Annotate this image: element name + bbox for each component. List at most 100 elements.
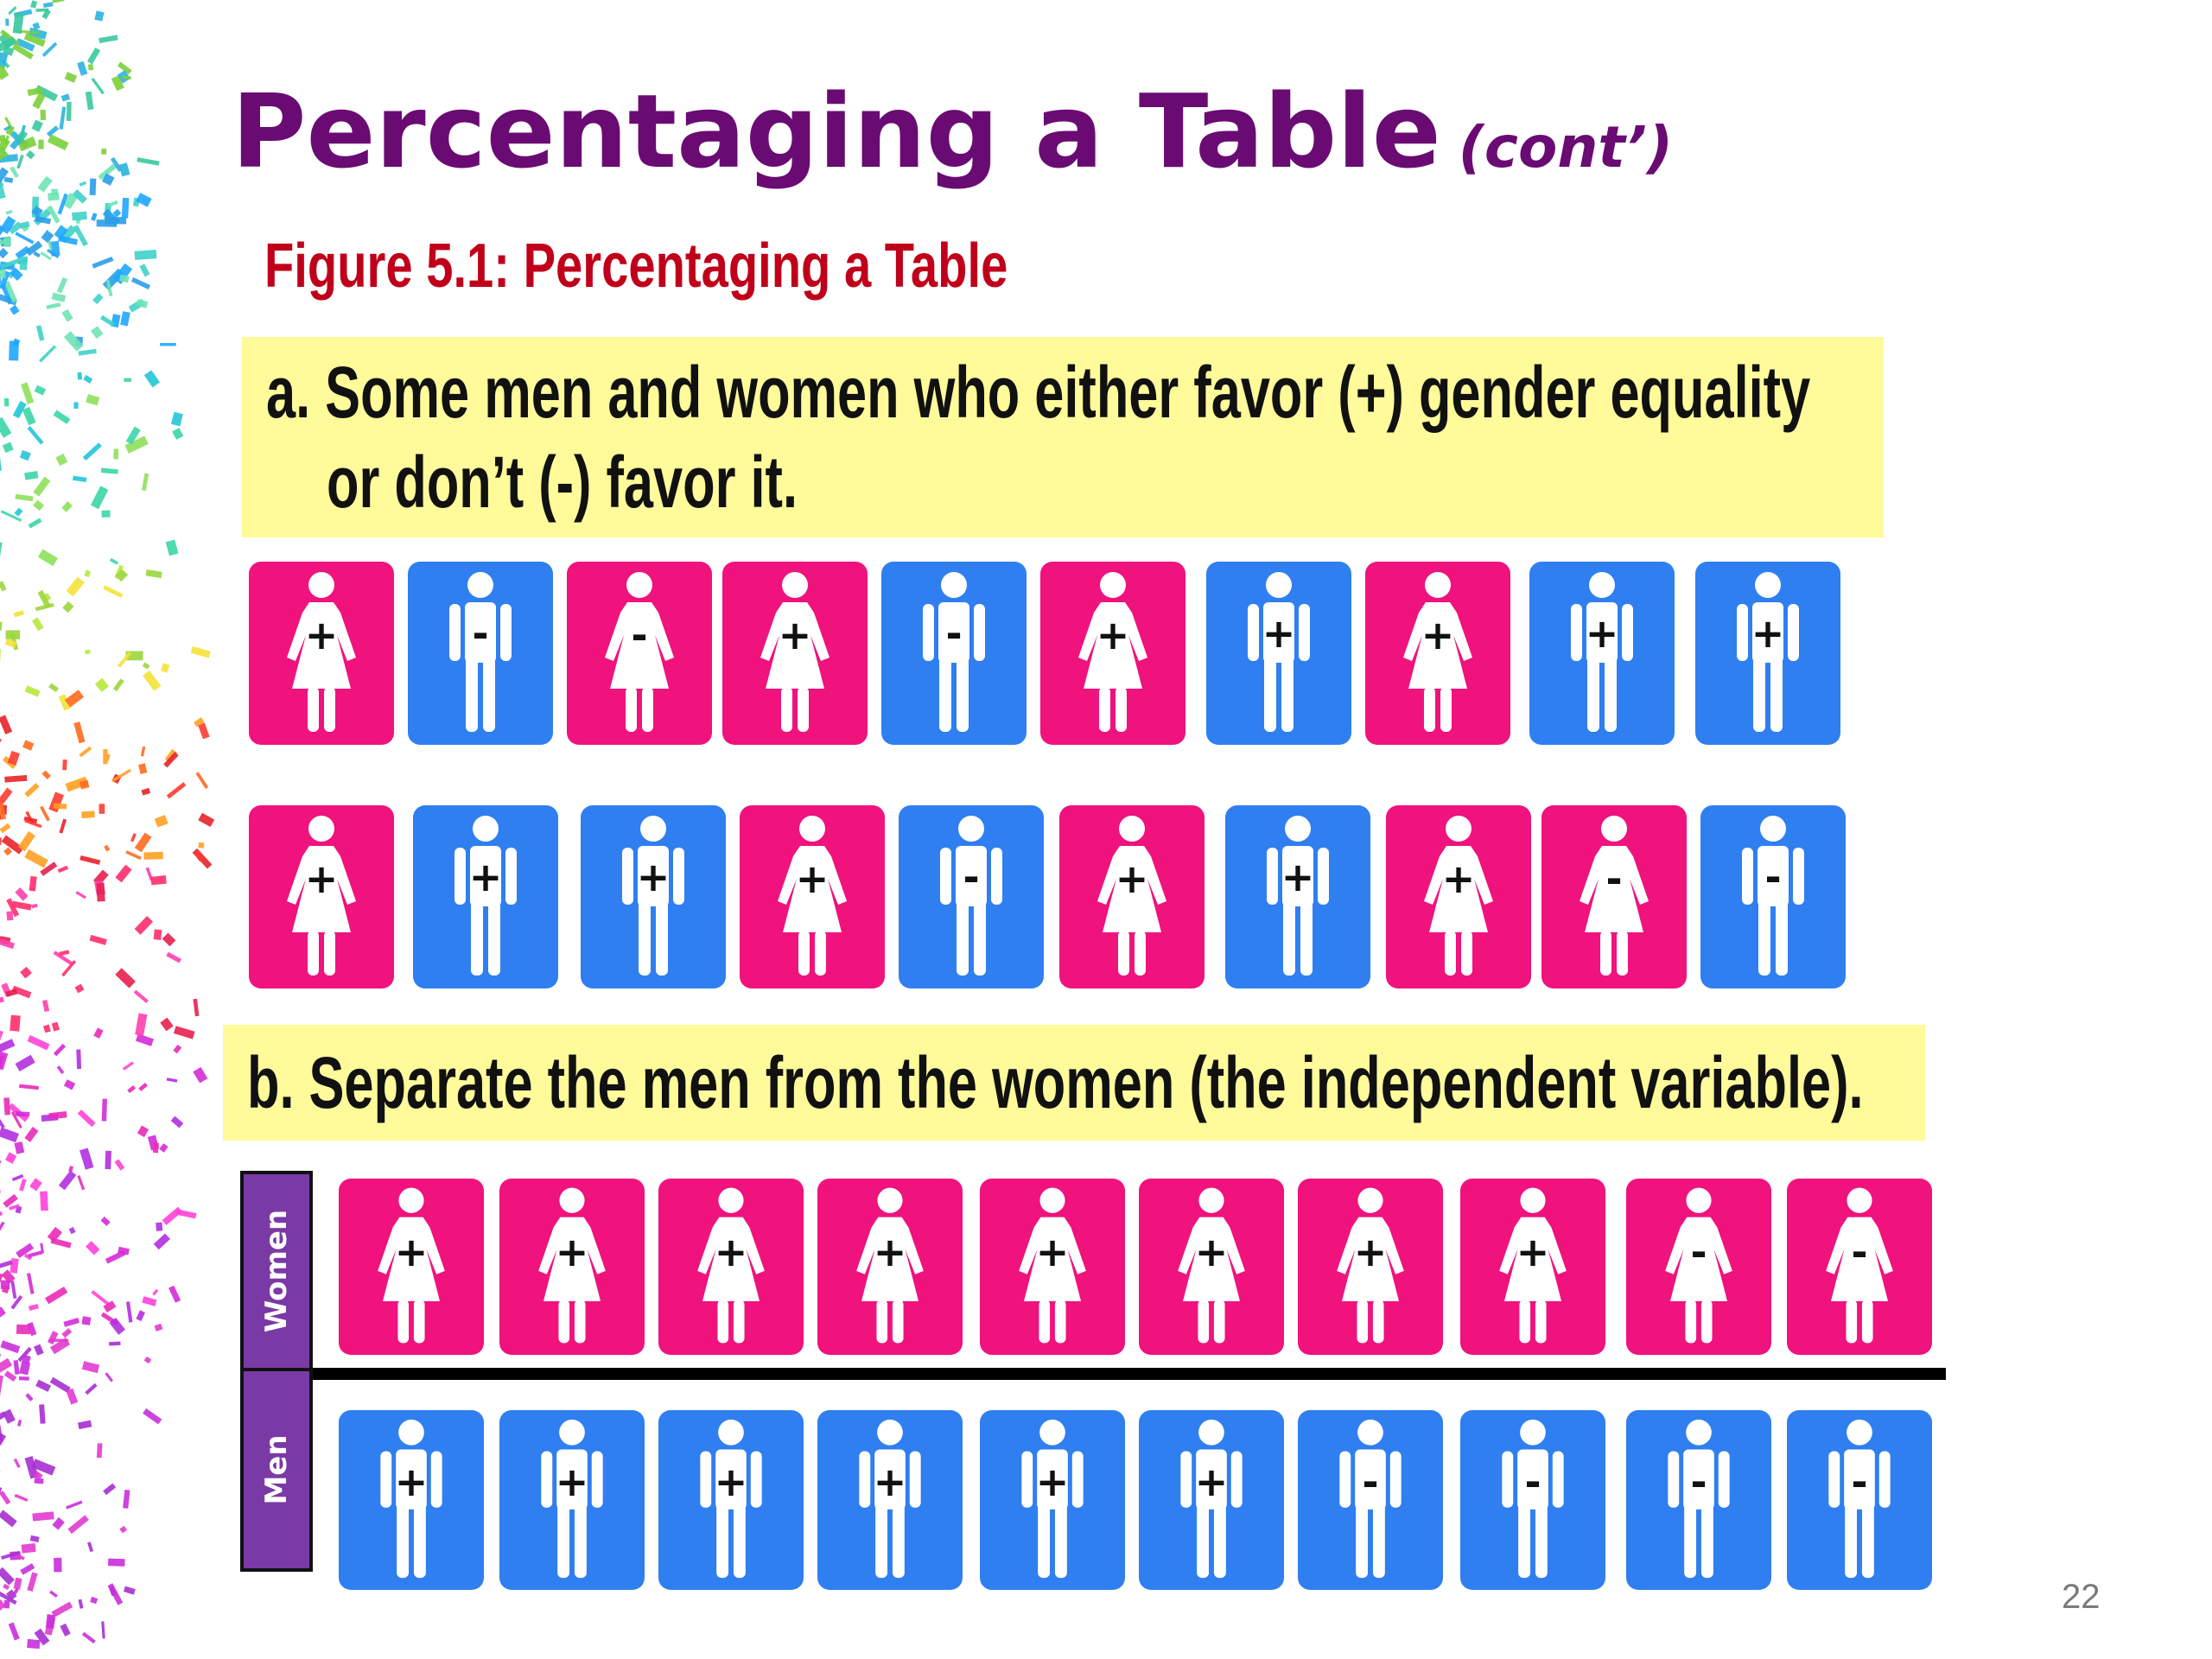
- plus-sign: +: [1421, 612, 1455, 658]
- man-icon: [1180, 1419, 1243, 1579]
- panel-a-description: a. Some men and women who either favor (…: [242, 337, 1884, 537]
- woman-icon: [1665, 1187, 1732, 1344]
- man-icon: [1021, 1419, 1084, 1579]
- man-card: -: [1787, 1410, 1932, 1590]
- man-icon: [1668, 1419, 1730, 1579]
- women-row-label: Women: [240, 1171, 313, 1371]
- minus-sign: -: [1690, 1459, 1707, 1505]
- figure-card: +: [249, 805, 394, 988]
- row-divider: [313, 1368, 1946, 1380]
- panel-b-description: b. Separate the men from the women (the …: [223, 1025, 1925, 1141]
- plus-sign: +: [555, 1229, 589, 1275]
- plus-sign: +: [1035, 1459, 1070, 1505]
- plus-sign: +: [304, 612, 339, 658]
- woman-icon: [856, 1187, 924, 1344]
- plus-sign: +: [1281, 854, 1315, 900]
- figure-card: +: [740, 805, 885, 988]
- man-icon: [1248, 572, 1310, 732]
- man-card: +: [817, 1410, 963, 1590]
- plus-sign: +: [1353, 1229, 1388, 1275]
- woman-card: +: [1460, 1179, 1605, 1355]
- plus-sign: +: [1194, 1459, 1229, 1505]
- plus-sign: +: [555, 1459, 589, 1505]
- man-icon: [700, 1419, 762, 1579]
- man-icon: [1502, 1419, 1564, 1579]
- page-number: 22: [2062, 1578, 2101, 1616]
- minus-sign: -: [1690, 1229, 1707, 1275]
- minus-sign: -: [1362, 1459, 1379, 1505]
- woman-icon: [778, 816, 847, 976]
- plus-sign: +: [1751, 610, 1785, 657]
- men-row-label: Men: [240, 1368, 313, 1572]
- confetti-decoration: [0, 0, 215, 1649]
- figure-card: +: [1059, 805, 1205, 988]
- woman-icon: [1019, 1187, 1086, 1344]
- woman-icon: [1580, 816, 1649, 976]
- plus-sign: +: [1096, 612, 1130, 658]
- figure-card: +: [1206, 562, 1351, 745]
- woman-card: +: [1298, 1179, 1443, 1355]
- plus-sign: +: [795, 855, 830, 902]
- figure-card: -: [408, 562, 553, 745]
- woman-icon: [697, 1187, 765, 1344]
- woman-icon: [287, 816, 356, 976]
- woman-icon: [287, 572, 356, 732]
- man-card: +: [658, 1410, 804, 1590]
- woman-icon: [605, 572, 674, 732]
- woman-icon: [1337, 1187, 1404, 1344]
- minus-sign: -: [1524, 1459, 1541, 1505]
- plus-sign: +: [873, 1459, 907, 1505]
- minus-sign: -: [1851, 1229, 1868, 1275]
- panel-a-line-1: a. Some men and women who either favor (…: [266, 352, 1811, 433]
- figure-card: +: [722, 562, 868, 745]
- man-icon: [923, 572, 985, 732]
- figure-card: -: [899, 805, 1044, 988]
- man-icon: [1737, 572, 1799, 732]
- slide-title: Percentaging a Table (cont’): [232, 71, 1673, 208]
- man-icon: [1267, 816, 1329, 976]
- plus-sign: +: [714, 1459, 748, 1505]
- man-icon: [380, 1419, 442, 1579]
- plus-sign: +: [714, 1229, 748, 1275]
- minus-sign: -: [945, 610, 963, 657]
- man-card: +: [1139, 1410, 1284, 1590]
- plus-sign: +: [636, 854, 671, 900]
- woman-card: +: [658, 1179, 804, 1355]
- plus-sign: +: [1035, 1229, 1070, 1275]
- man-icon: [449, 572, 512, 732]
- woman-icon: [1178, 1187, 1245, 1344]
- man-icon: [1339, 1419, 1402, 1579]
- woman-icon: [1097, 816, 1166, 976]
- woman-card: +: [980, 1179, 1125, 1355]
- man-icon: [1571, 572, 1633, 732]
- plus-sign: +: [873, 1229, 907, 1275]
- woman-card: -: [1626, 1179, 1771, 1355]
- woman-icon: [1499, 1187, 1567, 1344]
- panel-a-line-2: or don’t (-) favor it.: [327, 442, 798, 523]
- figure-card: +: [1695, 562, 1840, 745]
- woman-icon: [760, 572, 830, 732]
- man-icon: [1742, 816, 1804, 976]
- man-card: -: [1298, 1410, 1443, 1590]
- woman-card: +: [339, 1179, 484, 1355]
- man-card: +: [980, 1410, 1125, 1590]
- woman-icon: [1424, 816, 1493, 976]
- woman-card: +: [1139, 1179, 1284, 1355]
- woman-card: -: [1787, 1179, 1932, 1355]
- woman-icon: [1403, 572, 1472, 732]
- woman-card: +: [817, 1179, 963, 1355]
- man-card: +: [499, 1410, 645, 1590]
- minus-sign: -: [631, 612, 648, 658]
- plus-sign: +: [1441, 855, 1476, 902]
- figure-card: -: [1700, 805, 1846, 988]
- figure-card: +: [581, 805, 726, 988]
- man-card: -: [1460, 1410, 1605, 1590]
- minus-sign: -: [472, 610, 489, 657]
- man-icon: [454, 816, 517, 976]
- panel-b-text: b. Separate the men from the women (the …: [247, 1042, 1864, 1123]
- figure-card: +: [1529, 562, 1675, 745]
- plus-sign: +: [468, 854, 503, 900]
- figure-card: -: [881, 562, 1027, 745]
- plus-sign: +: [394, 1229, 429, 1275]
- figure-card: +: [249, 562, 394, 745]
